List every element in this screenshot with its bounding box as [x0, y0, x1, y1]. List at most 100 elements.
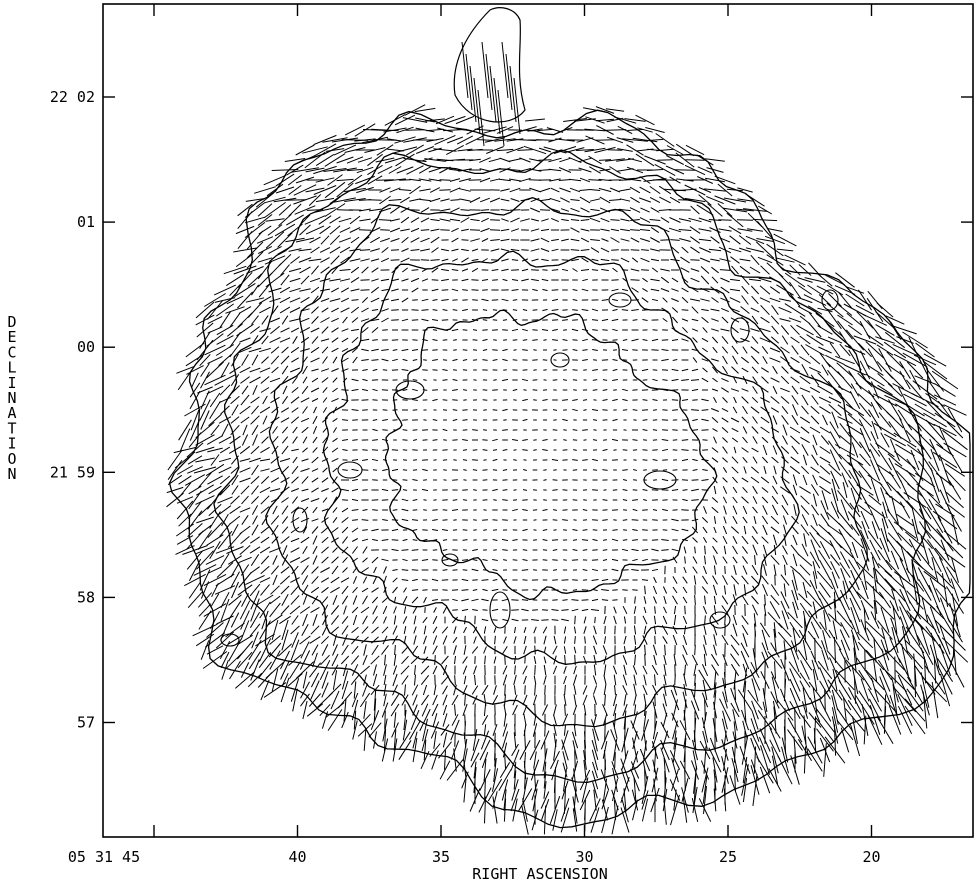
polarization-vector — [574, 749, 576, 771]
polarization-vector — [320, 257, 330, 263]
polarization-vector — [580, 237, 590, 243]
polarization-vector — [461, 559, 469, 561]
polarization-vector — [877, 563, 893, 577]
polarization-vector — [311, 398, 319, 402]
polarization-vector — [550, 750, 560, 770]
polarization-vector — [251, 464, 259, 476]
polarization-vector — [430, 228, 440, 232]
polarization-vector — [770, 315, 780, 325]
polarization-vector — [856, 657, 874, 683]
polarization-vector — [572, 674, 578, 686]
polarization-vector — [331, 347, 339, 353]
polarization-vector — [530, 248, 540, 252]
polarization-vector — [290, 625, 300, 635]
polarization-vector — [873, 422, 897, 438]
polarization-vector — [432, 519, 438, 521]
polarization-vector — [825, 274, 845, 286]
polarization-vector — [690, 379, 700, 381]
polarization-vector — [561, 609, 569, 611]
polarization-vector — [540, 248, 550, 252]
polarization-vector — [331, 317, 339, 323]
polarization-vector — [573, 685, 577, 695]
polarization-vector — [281, 315, 289, 325]
polarization-vector — [270, 565, 280, 575]
polarization-vector — [327, 174, 343, 186]
polarization-vector — [578, 157, 592, 163]
polarization-vector — [826, 649, 844, 671]
polarization-vector — [367, 153, 383, 167]
polarization-vector — [392, 146, 418, 154]
polarization-vector — [289, 605, 301, 615]
polarization-vector — [949, 602, 961, 638]
polarization-vector — [801, 725, 809, 755]
polarization-vector — [683, 683, 687, 697]
polarization-vector — [794, 707, 796, 733]
polarization-vector — [856, 561, 874, 579]
polarization-vector — [503, 369, 507, 371]
polarization-vector — [867, 319, 883, 341]
polarization-vector — [711, 417, 719, 423]
polarization-vector — [799, 335, 811, 345]
polarization-vector — [685, 159, 705, 161]
polarization-vector — [444, 750, 446, 770]
polarization-vector — [483, 694, 487, 706]
polarization-vector — [336, 178, 354, 182]
polarization-vector — [750, 328, 760, 332]
polarization-vector — [302, 545, 308, 555]
polarization-vector — [614, 685, 616, 695]
polarization-vector — [260, 555, 270, 565]
polarization-vector — [781, 335, 789, 345]
polarization-vector — [881, 627, 889, 653]
polarization-vector — [712, 428, 718, 432]
polarization-vector — [812, 571, 818, 589]
polarization-vector — [866, 364, 884, 376]
polarization-vector — [502, 469, 508, 471]
polarization-vector — [351, 336, 359, 344]
polarization-vector — [711, 318, 719, 322]
polarization-vector — [471, 267, 479, 273]
polarization-vector — [437, 127, 453, 133]
polarization-vector — [420, 248, 430, 252]
polarization-vector — [711, 336, 719, 344]
polarization-vector — [770, 407, 780, 413]
polarization-vector — [593, 625, 597, 635]
polarization-vector — [422, 616, 428, 624]
polarization-vector — [595, 139, 615, 141]
polarization-vector — [620, 218, 630, 222]
polarization-vector — [544, 723, 546, 737]
polarization-vector — [936, 658, 954, 682]
polarization-vector — [513, 685, 517, 695]
polarization-vector — [290, 526, 300, 534]
polarization-vector — [890, 550, 900, 570]
polarization-vector — [521, 268, 529, 272]
polarization-vector — [274, 223, 296, 237]
polarization-vector — [917, 567, 933, 593]
polarization-vector — [533, 751, 537, 769]
polarization-vector — [281, 395, 289, 405]
polarization-vector — [819, 456, 831, 464]
polarization-vector — [248, 650, 262, 670]
polarization-vector — [761, 436, 769, 444]
polarization-vector — [311, 595, 319, 605]
polarization-vector — [791, 515, 799, 525]
polarization-vector — [778, 306, 792, 314]
polarization-vector — [713, 595, 717, 605]
polarization-vector — [760, 476, 770, 484]
polarization-vector — [281, 375, 289, 385]
polarization-vector — [741, 396, 749, 404]
polarization-vector — [548, 137, 562, 143]
polarization-vector — [622, 398, 628, 402]
polarization-vector — [630, 761, 640, 779]
polarization-vector — [819, 485, 831, 495]
polarization-vector — [432, 694, 438, 706]
polarization-vector — [622, 499, 628, 501]
polarization-vector — [329, 246, 341, 254]
polarization-vector — [840, 589, 850, 611]
polarization-vector — [231, 485, 239, 495]
polarization-vector — [599, 196, 611, 204]
polarization-vector — [661, 358, 669, 362]
polarization-vector — [280, 677, 290, 703]
polarization-vector — [412, 539, 418, 541]
polarization-vector — [249, 376, 261, 384]
